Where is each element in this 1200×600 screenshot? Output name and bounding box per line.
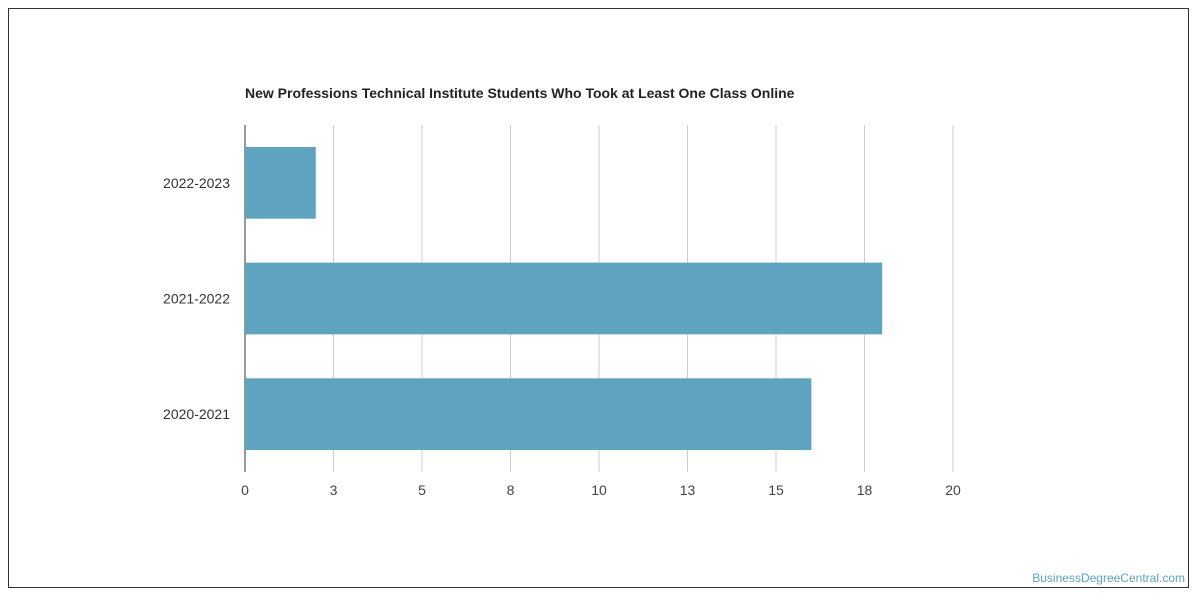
y-category-label: 2020-2021 [163, 406, 230, 422]
x-tick-label: 15 [768, 482, 784, 498]
chart-title: New Professions Technical Institute Stud… [245, 85, 795, 101]
x-tick-label: 5 [418, 482, 426, 498]
y-category-label: 2022-2023 [163, 175, 230, 191]
x-tick-label: 18 [857, 482, 873, 498]
bar [245, 378, 812, 451]
bar [245, 262, 883, 335]
x-tick-label: 20 [945, 482, 961, 498]
bar [245, 146, 316, 219]
x-tick-label: 0 [241, 482, 249, 498]
x-tick-label: 10 [591, 482, 607, 498]
x-tick-label: 3 [330, 482, 338, 498]
watermark: BusinessDegreeCentral.com [1032, 571, 1185, 585]
x-tick-label: 8 [507, 482, 515, 498]
y-category-label: 2021-2022 [163, 291, 230, 307]
x-tick-label: 13 [680, 482, 696, 498]
